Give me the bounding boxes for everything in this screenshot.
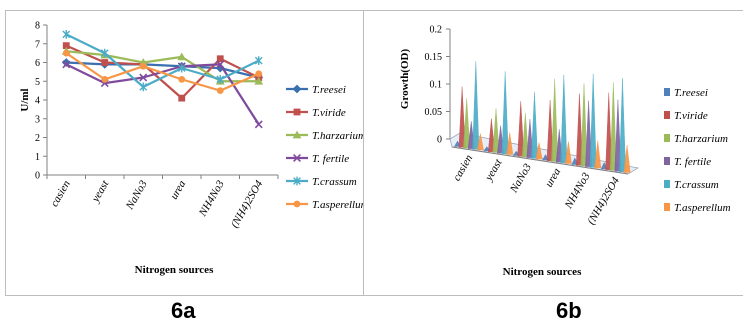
cone-t-crassum-nh4no3 <box>590 74 596 168</box>
y-axis-title: Growth(OD) <box>399 49 411 110</box>
x-axis-title: Nitrogen sources <box>135 264 214 276</box>
legend-label: T.viride <box>312 107 346 119</box>
x-tick-label-nano3: NaNo3 <box>507 161 534 195</box>
y-tick-label: 0.1 <box>430 80 443 91</box>
cone-chart-6b: 0 0.05 0.1 0.15 0.2 Growth(OD) Nitrogen source… <box>364 11 743 297</box>
legend-swatch <box>664 111 670 119</box>
y-tick-label: 3 <box>35 114 40 125</box>
y-tick-label: 7 <box>35 39 40 50</box>
x-tick-label-casien: casien <box>451 152 476 183</box>
cone-t-crassum-nh4-2so4 <box>619 78 625 172</box>
y-tick-label: 0.05 <box>425 107 443 118</box>
legend-item-t-harzarium: T.harzarium <box>664 133 728 145</box>
legend-swatch <box>664 134 670 142</box>
y-tick-label: 0.15 <box>425 52 443 63</box>
cone-t-harzarium-urea <box>551 79 557 162</box>
legend-swatch <box>664 88 670 96</box>
chart-panel-6a: 0 1 2 3 4 5 6 7 8 casien yeast NaNo3 urea NH4No3 (NH4)… <box>5 10 375 296</box>
data-point-t-viride <box>178 95 185 102</box>
y-tick-label: 2 <box>35 133 40 144</box>
y-axis-title: U/ml <box>19 88 31 111</box>
cone-t-crassum-urea <box>561 75 567 163</box>
line-chart-6a: 0 1 2 3 4 5 6 7 8 casien yeast NaNo3 urea NH4No3 (NH4)… <box>6 11 376 297</box>
legend-label: T.reesei <box>674 87 708 99</box>
cone-t-crassum-casien <box>473 61 479 149</box>
legend-swatch <box>664 180 670 188</box>
legend-label: T.harzarium <box>312 130 366 142</box>
x-tick-label-nh4no3: NH4No3 <box>562 170 593 211</box>
y-tick-label: 5 <box>35 77 40 88</box>
data-point-t-asperellum <box>255 70 262 77</box>
figure-label-6a: 6a <box>171 298 195 324</box>
data-point-t-asperellum <box>178 76 185 83</box>
data-point-t-fertile <box>255 121 262 128</box>
legend-label: T.harzarium <box>674 133 728 145</box>
legend-marker <box>294 109 301 116</box>
legend-item-t-crassum: T.crassum <box>664 179 719 191</box>
legend-label: T.viride <box>674 110 708 122</box>
x-tick-label-yeast: yeast <box>89 178 112 205</box>
y-tick-label: 0 <box>35 171 40 182</box>
legend-item-t-viride: T.viride <box>664 110 708 122</box>
legend-item-t-fertile: T. fertile <box>286 153 349 165</box>
legend-swatch <box>664 203 670 211</box>
cone-t-crassum-nano3 <box>531 92 537 158</box>
legend-marker <box>293 85 302 94</box>
legend-label: T.reesei <box>312 84 346 96</box>
legend-label: T. fertile <box>312 153 349 165</box>
x-axis-title: Nitrogen sources <box>503 266 582 278</box>
data-point-t-asperellum <box>217 87 224 94</box>
x-tick-label-nano3: NaNo3 <box>123 178 150 212</box>
legend-item-t-harzarium: T.harzarium <box>286 130 366 142</box>
data-point-t-asperellum <box>101 76 108 83</box>
x-tick-label-urea: urea <box>168 178 189 202</box>
legend-item-t-fertile: T. fertile <box>664 156 711 168</box>
y-tick-label: 1 <box>35 152 40 163</box>
y-tick-label: 8 <box>35 21 40 32</box>
legend-item-t-crassum: T.crassum <box>286 176 357 188</box>
data-point-t-viride <box>101 59 108 66</box>
cone-t-crassum-yeast <box>502 71 508 154</box>
x-tick-label-yeast: yeast <box>482 156 505 183</box>
y-tick-label: 6 <box>35 58 40 69</box>
chart-panel-6b: 0 0.05 0.1 0.15 0.2 Growth(OD) Nitrogen source… <box>363 10 743 296</box>
legend-item-t-reesei: T.reesei <box>664 87 708 99</box>
legend-item-t-viride: T.viride <box>286 107 346 119</box>
y-tick-label: 4 <box>35 96 40 107</box>
x-tick-label-nh4-2so4: (NH4)2SO4 <box>229 178 266 230</box>
legend-item-t-asperellum: T.asperellum <box>286 199 369 211</box>
legend-item-t-asperellum: T.asperellum <box>664 202 731 214</box>
figure-label-6b: 6b <box>556 298 582 324</box>
x-tick-label-urea: urea <box>543 166 564 190</box>
y-tick-label: 0.2 <box>430 25 443 36</box>
legend-label: T.crassum <box>674 179 719 191</box>
legend-swatch <box>664 157 670 165</box>
y-tick-label: 0 <box>437 135 442 146</box>
legend-label: T.asperellum <box>312 199 369 211</box>
legend-marker <box>294 201 301 208</box>
data-point-t-asperellum <box>140 63 147 70</box>
x-tick-label-nh4-2so4: (NH4)2SO4 <box>585 175 622 227</box>
data-point-t-asperellum <box>63 50 70 57</box>
x-tick-label-casien: casien <box>48 178 73 209</box>
legend-label: T.asperellum <box>674 202 731 214</box>
legend-label: T.crassum <box>312 176 357 188</box>
x-tick-label-nh4no3: NH4No3 <box>196 178 227 219</box>
legend-item-t-reesei: T.reesei <box>286 84 346 96</box>
legend-label: T. fertile <box>674 156 711 168</box>
